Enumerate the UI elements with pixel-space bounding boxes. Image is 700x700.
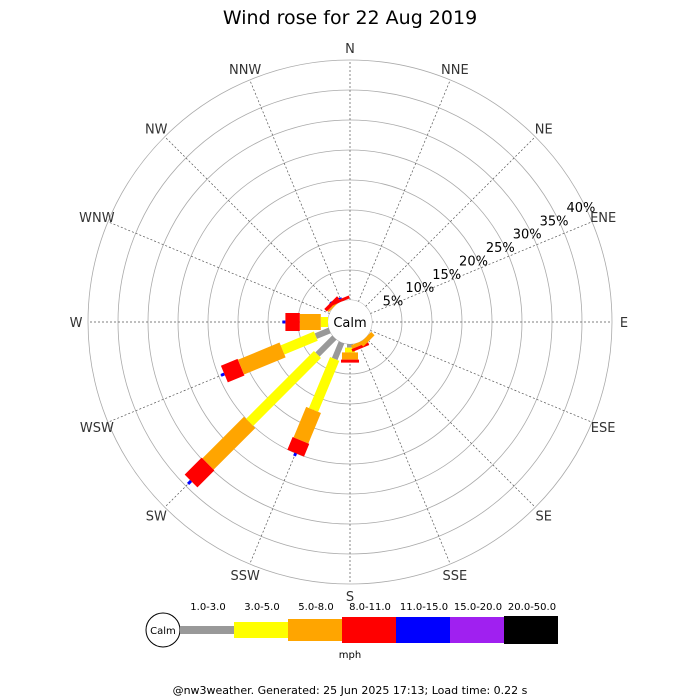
petal-sw-bin-0 xyxy=(315,335,337,357)
radial-tick-label: 25% xyxy=(486,241,515,256)
legend-swatch-3 xyxy=(342,617,396,643)
legend-swatch-4 xyxy=(396,617,450,643)
direction-label-s: S xyxy=(346,590,354,605)
legend-bin-label: 1.0-3.0 xyxy=(190,602,225,613)
spoke-sse xyxy=(358,342,451,565)
petal-wsw-bin-1 xyxy=(280,331,318,355)
spoke-se xyxy=(365,337,536,508)
radial-tick-label: 10% xyxy=(405,281,434,296)
direction-label-wsw: WSW xyxy=(80,421,114,436)
legend-bin-label: 5.0-8.0 xyxy=(298,602,333,613)
legend-bin-label: 20.0-50.0 xyxy=(508,602,556,613)
petal-sw-bin-4 xyxy=(187,479,193,485)
petal-w-bin-4 xyxy=(282,320,286,324)
direction-label-sse: SSE xyxy=(442,569,467,584)
petal-ssw-bin-3 xyxy=(287,436,310,457)
direction-label-nne: NNE xyxy=(441,63,469,78)
radial-tick-label: 30% xyxy=(513,228,542,243)
legend-swatch-2 xyxy=(288,619,342,641)
direction-label-se: SE xyxy=(536,510,552,525)
calm-label: Calm xyxy=(333,316,366,331)
calm-circle xyxy=(328,300,372,344)
radial-tick-label: 15% xyxy=(432,268,461,283)
spoke-nne xyxy=(358,79,451,302)
petal-wsw-bin-2 xyxy=(237,342,286,375)
legend-swatch-1 xyxy=(234,622,288,638)
petal-sw-bin-3 xyxy=(184,457,215,488)
spoke-nnw xyxy=(249,79,342,302)
direction-label-nnw: NNW xyxy=(229,63,261,78)
petal-w-bin-1 xyxy=(320,317,328,327)
petal-wsw-bin-4 xyxy=(220,372,225,377)
legend-bin-label: 11.0-15.0 xyxy=(400,602,448,613)
legend-swatch-6 xyxy=(504,616,558,644)
legend-bin-label: 3.0-5.0 xyxy=(244,602,279,613)
direction-labels: N NNE NE ENE E ESE SE SSE S SSW SW WSW W WNW NW NNW xyxy=(70,42,629,605)
legend-bin-label: 15.0-20.0 xyxy=(454,602,502,613)
direction-label-ese: ESE xyxy=(591,421,616,436)
footer-text: @nw3weather. Generated: 25 Jun 2025 17:1… xyxy=(173,684,528,697)
speed-legend: Calm 1.0-3.0 3.0-5.0 5.0-8.0 8.0-11.0 11.0-15… xyxy=(145,602,558,661)
petal-sw-bin-1 xyxy=(246,350,322,426)
direction-label-nw: NW xyxy=(145,122,168,137)
petal-sw-bin-2 xyxy=(202,416,256,470)
petal-s-bin-2 xyxy=(342,352,358,360)
petal-ssw-bin-2 xyxy=(293,406,321,444)
petal-w-bin-2 xyxy=(299,314,321,330)
spoke-nw xyxy=(164,136,335,307)
petal-ssw-bin-1 xyxy=(308,357,340,412)
petal-wsw-bin-0 xyxy=(314,327,331,339)
petal-nw-bin-3 xyxy=(324,296,340,312)
calm-center: Calm xyxy=(328,300,372,344)
radial-tick-label: 40% xyxy=(566,201,595,216)
spoke-ese xyxy=(370,330,593,423)
direction-label-e: E xyxy=(620,316,628,331)
spoke-wnw xyxy=(107,221,330,314)
petal-wsw-bin-3 xyxy=(220,358,245,383)
legend-bin-label: 8.0-11.0 xyxy=(349,602,391,613)
spoke-ene xyxy=(370,221,593,314)
petal-ssw-bin-0 xyxy=(331,341,345,361)
direction-label-sw: SW xyxy=(146,510,167,525)
radial-tick-label: 35% xyxy=(540,214,569,229)
chart-title: Wind rose for 22 Aug 2019 xyxy=(223,7,477,29)
petal-s-bin-0 xyxy=(347,344,353,348)
direction-label-n: N xyxy=(345,42,355,57)
legend-swatch-5 xyxy=(450,617,504,643)
direction-label-wnw: WNW xyxy=(79,211,115,226)
direction-label-ssw: SSW xyxy=(230,569,260,584)
petal-nw-bin-4 xyxy=(329,301,332,304)
petal-nnw-bin-4 xyxy=(338,297,342,300)
radial-tick-label: 5% xyxy=(383,295,404,310)
legend-unit-label: mph xyxy=(339,650,361,661)
direction-label-w: W xyxy=(70,316,83,331)
wind-petals xyxy=(184,295,375,488)
radial-tick-label: 20% xyxy=(459,254,488,269)
petal-w-bin-3 xyxy=(285,313,300,331)
petal-s-bin-3 xyxy=(341,359,359,363)
ring-8 xyxy=(87,59,613,585)
petal-ssw-bin-4 xyxy=(293,452,298,457)
petal-nnw-bin-3 xyxy=(332,295,350,306)
direction-label-ne: NE xyxy=(535,122,553,137)
legend-swatch-0 xyxy=(180,626,234,634)
radial-tick-labels: 5%10%15%20%25%30%35%40% xyxy=(383,201,596,310)
direction-label-ene: ENE xyxy=(590,211,616,226)
petal-se-bin-2 xyxy=(359,331,375,347)
spoke-ne xyxy=(365,136,536,307)
legend-calm-label: Calm xyxy=(150,626,176,637)
